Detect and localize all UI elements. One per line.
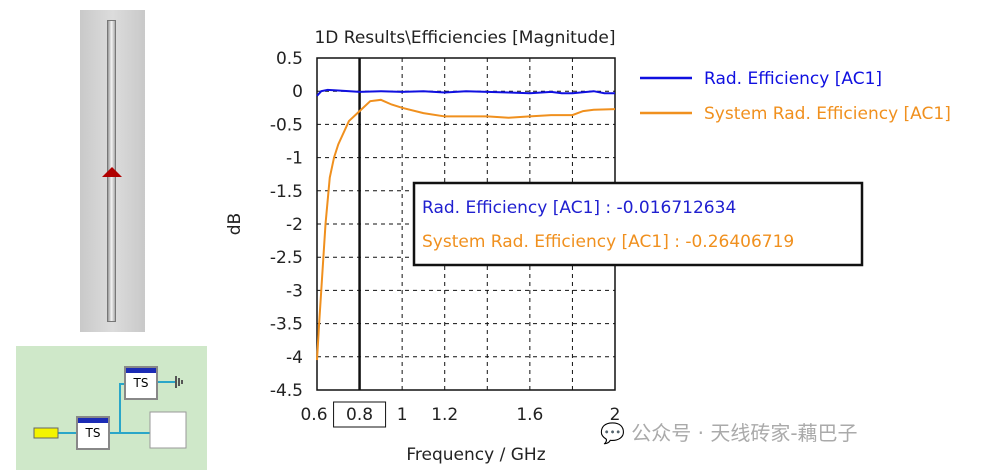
antenna-3d-view [80,10,145,332]
y-tick-label: -4 [286,348,303,368]
y-tick-label: -2.5 [270,248,303,268]
y-tick-label: -2 [286,215,303,235]
marker-label: 0.8 [346,405,373,425]
ts-block-1[interactable]: TS [76,416,110,450]
tooltip: Rad. Efficiency [AC1] : -0.016712634 Sys… [412,181,864,267]
schematic-view: TS TS [16,346,207,470]
y-tick-label: -4.5 [270,381,303,401]
x-tick-label: 1.2 [431,405,458,425]
watermark: 💬 公众号 · 天线砖家-藕巴子 [600,417,858,446]
ground-icon [175,376,183,388]
series-line-0 [316,88,615,97]
ts-block-1-label: TS [85,426,101,440]
legend-label-1: System Rad. Efficiency [AC1] [704,104,951,124]
y-tick-label: -0.5 [270,115,303,135]
ts-block-2-label: TS [133,376,149,390]
y-tick-label: -1.5 [270,182,303,202]
tooltip-line-2: System Rad. Efficiency [AC1] : -0.264067… [422,232,794,252]
y-axis-label: dB [225,213,245,235]
x-tick-label: 0.6 [300,405,327,425]
y-tick-label: -3 [286,281,303,301]
schematic-wires [33,376,187,449]
x-axis-label: Frequency / GHz [406,445,545,465]
port-block[interactable] [33,427,59,439]
y-tick-label: 0.5 [276,49,303,69]
y-tick-label: -3.5 [270,315,303,335]
series-line-1 [316,98,616,361]
x-tick-label: 2 [610,405,621,425]
ts-block-2[interactable]: TS [124,366,158,400]
marker-label-box [333,401,387,428]
empty-block[interactable] [149,411,187,449]
tooltip-line-1: Rad. Efficiency [AC1] : -0.016712634 [422,198,736,218]
y-tick-label: 0 [292,82,303,102]
x-tick-label: 1 [397,405,408,425]
legend-label-0: Rad. Efficiency [AC1] [704,69,882,89]
watermark-text: 公众号 · 天线砖家-藕巴子 [631,421,858,445]
x-tick-label: 1.6 [516,405,543,425]
chart-title: 1D Results\Efficiencies [Magnitude] [314,28,615,48]
feed-port-marker [102,167,122,177]
wechat-icon: 💬 [600,421,625,445]
y-tick-label: -1 [286,149,303,169]
